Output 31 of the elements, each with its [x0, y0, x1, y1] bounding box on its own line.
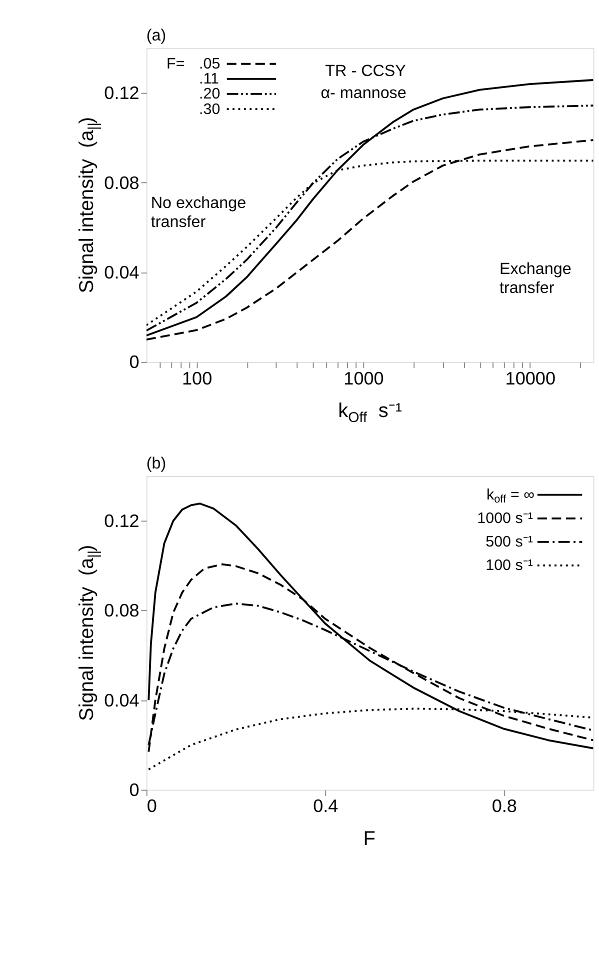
x-tick-label: 10000 — [505, 368, 556, 388]
annotation: No exchange transfer — [150, 194, 246, 232]
y-tick-label: 0.08 — [104, 172, 140, 193]
y-axis-title: Signal intensity (a||) — [76, 544, 102, 721]
legend-label: 500 s⁻¹ — [486, 534, 533, 551]
x-tick-label: 100 — [182, 368, 212, 388]
y-tick-label: 0.12 — [104, 83, 140, 104]
legend-label: .05 — [199, 56, 220, 73]
chart-title: (a) — [146, 26, 166, 45]
legend-label: 1000 s⁻¹ — [477, 510, 533, 528]
annotation: α- mannose — [320, 84, 406, 102]
legend-label: 100 s⁻¹ — [486, 557, 533, 574]
y-axis-title: Signal intensity (a||) — [76, 116, 102, 294]
legend-title: F= — [166, 56, 185, 73]
legend-label: .20 — [199, 86, 220, 103]
legend-label: .11 — [199, 70, 220, 88]
x-tick-label: 0.4 — [313, 796, 338, 816]
x-axis-title: F — [363, 828, 376, 850]
annotation: TR - CCSY — [325, 62, 406, 80]
y-tick-label: 0.04 — [104, 262, 140, 282]
annotation: Exchange transfer — [499, 260, 572, 297]
y-tick-label: 0.04 — [104, 690, 140, 710]
x-tick-label: 0.8 — [492, 796, 517, 816]
x-tick-label: 1000 — [344, 368, 384, 388]
chart-title: (b) — [146, 454, 166, 472]
y-tick-label: 0.12 — [104, 511, 140, 532]
y-tick-label: 0.08 — [104, 600, 140, 621]
x-tick-label: 0 — [146, 796, 157, 816]
y-tick-label: 0 — [129, 780, 140, 800]
y-tick-label: 0 — [129, 352, 140, 372]
legend-label: .30 — [199, 100, 220, 118]
